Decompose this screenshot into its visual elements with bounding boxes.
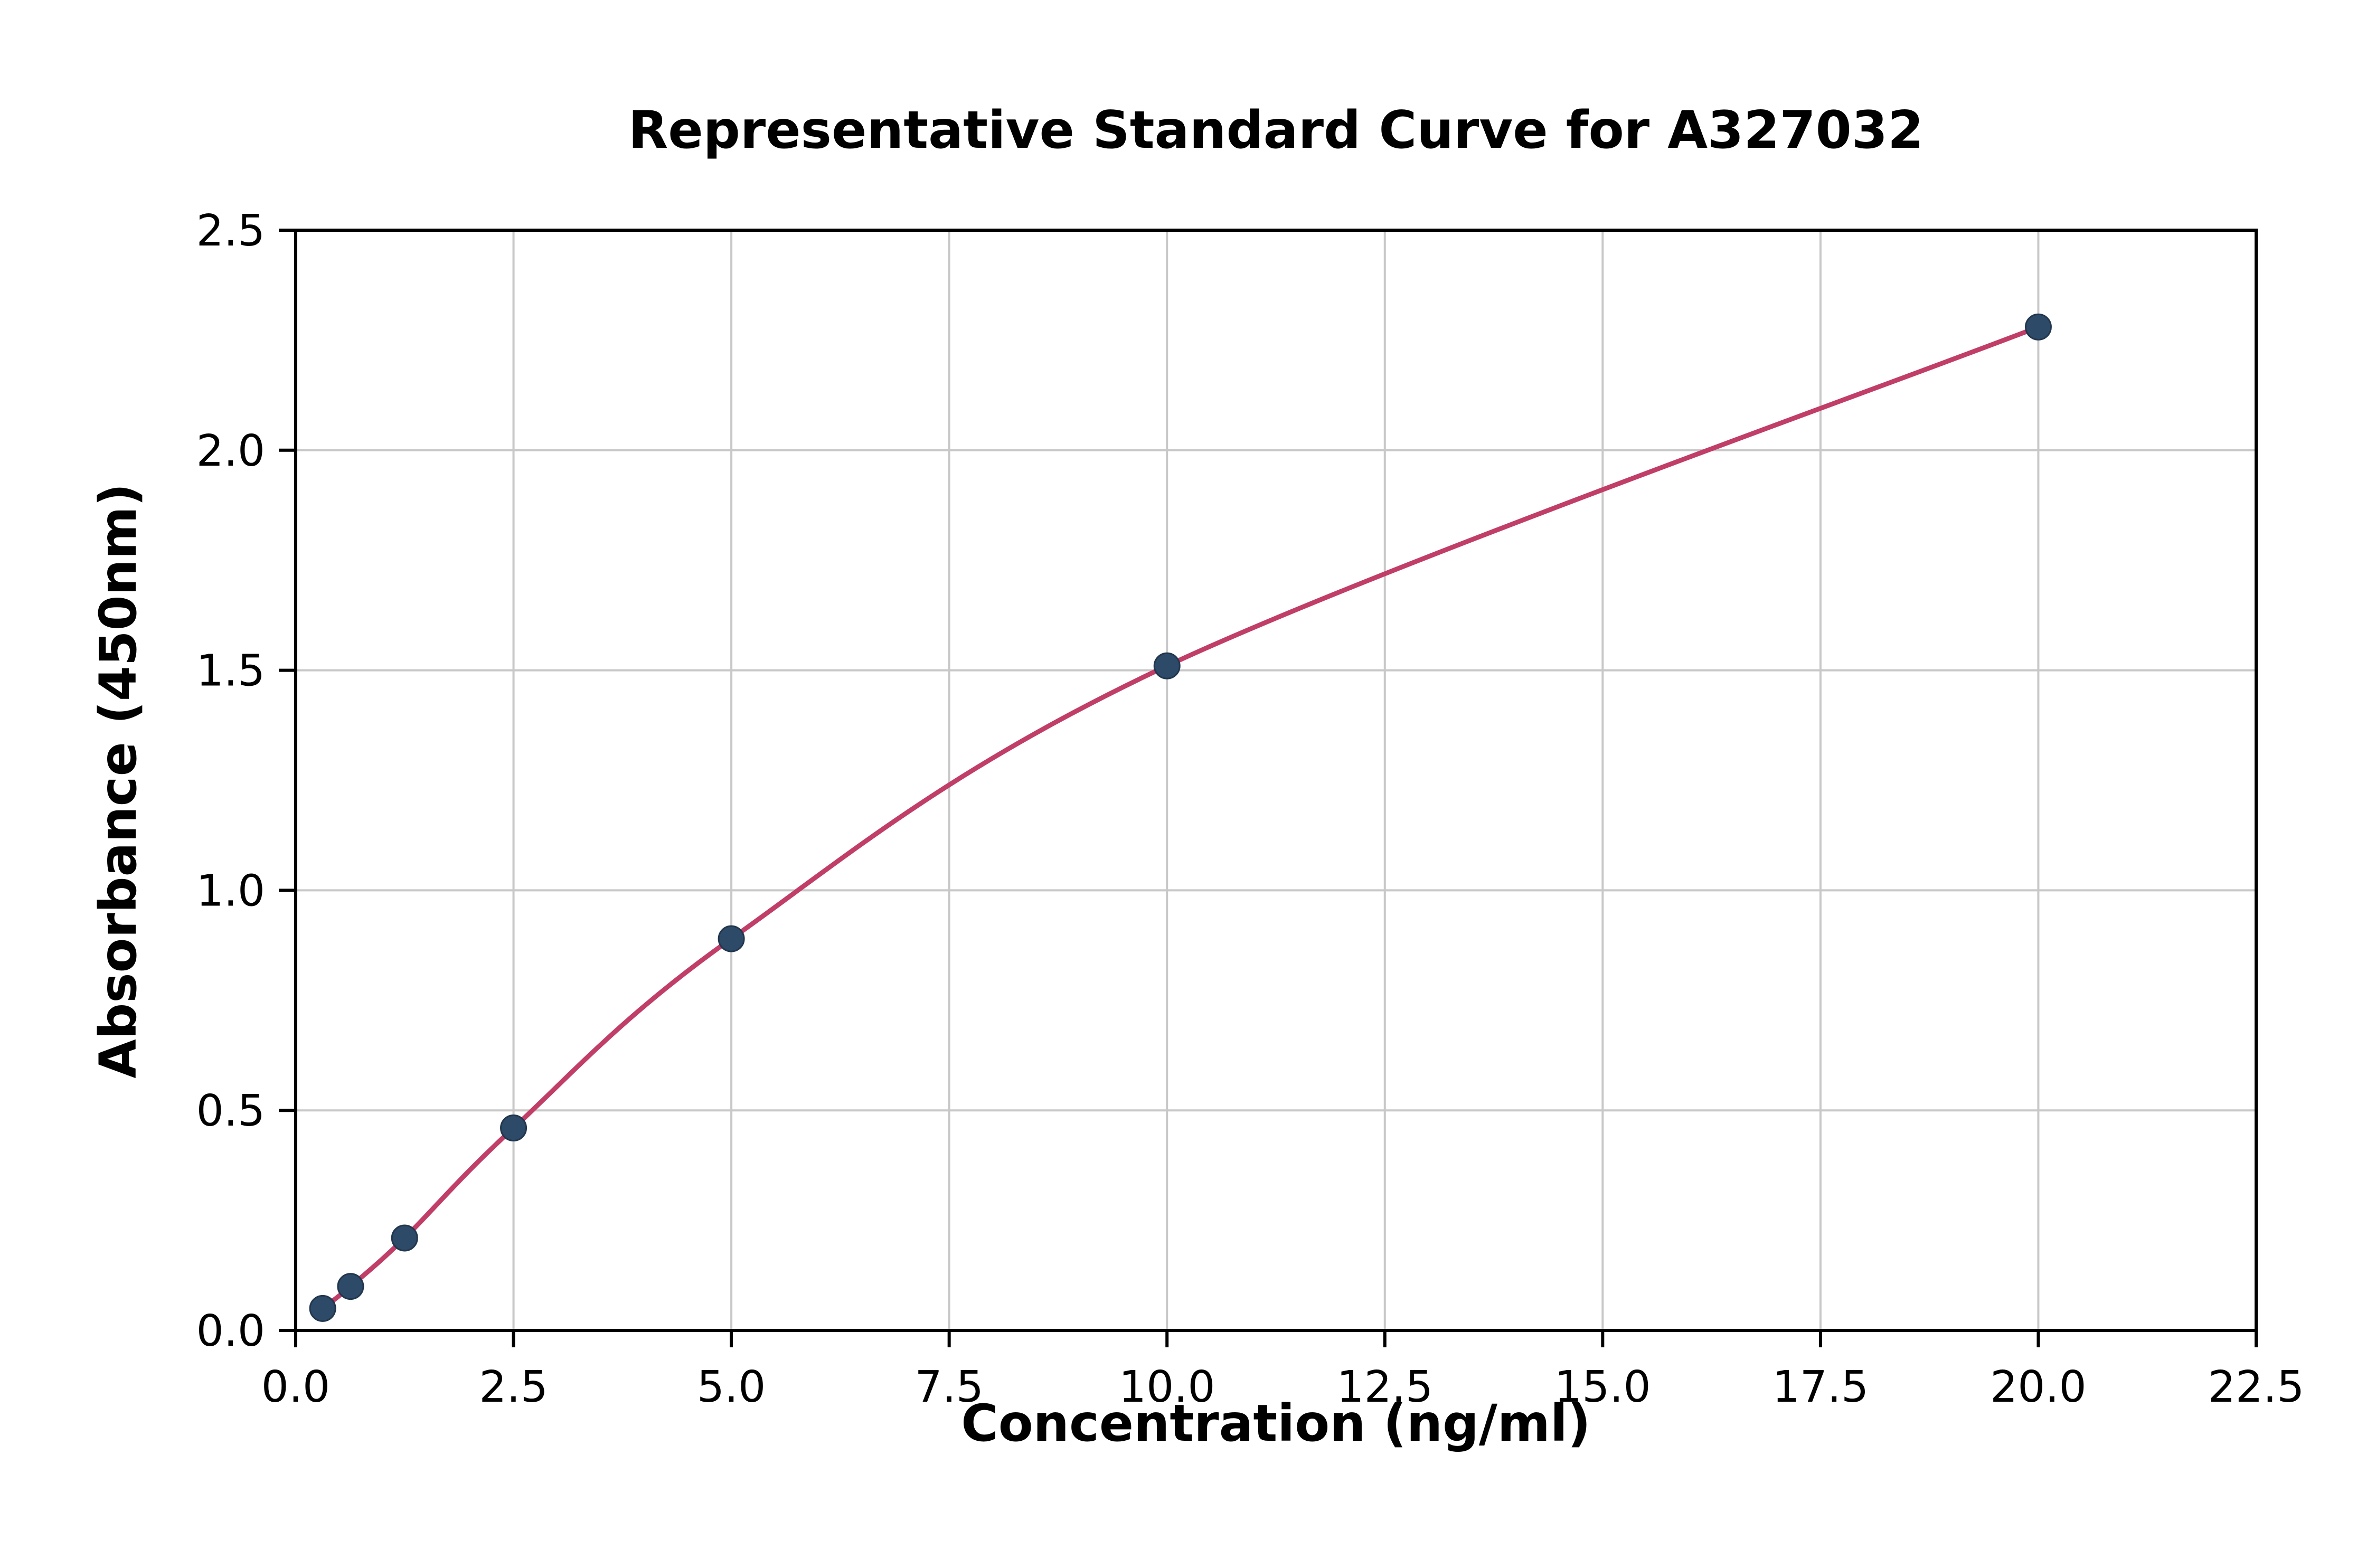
data-point <box>500 1114 527 1142</box>
y-tick-label: 2.5 <box>196 206 265 256</box>
x-tick-label: 7.5 <box>914 1362 983 1412</box>
chart-title: Representative Standard Curve for A32703… <box>628 100 1924 160</box>
x-tick-label: 10.0 <box>1119 1362 1215 1412</box>
data-point <box>1153 652 1181 679</box>
x-tick-label: 0.0 <box>261 1362 330 1412</box>
x-axis-label: Concentration (ng/ml) <box>961 1394 1591 1453</box>
x-tick-label: 20.0 <box>1990 1362 2087 1412</box>
x-tick-label: 2.5 <box>479 1362 548 1412</box>
y-tick-label: 0.5 <box>196 1086 265 1136</box>
data-point <box>309 1295 336 1322</box>
x-tick-label: 17.5 <box>1772 1362 1869 1412</box>
data-point <box>391 1224 418 1252</box>
x-tick-label: 5.0 <box>697 1362 766 1412</box>
data-point <box>337 1273 364 1300</box>
fit-curve <box>320 324 2041 1311</box>
x-tick-label: 22.5 <box>2208 1362 2305 1412</box>
y-tick-label: 1.0 <box>196 866 265 916</box>
plot-border <box>294 229 2258 1332</box>
y-tick-label: 2.0 <box>196 426 265 476</box>
y-tick-label: 0.0 <box>196 1306 265 1356</box>
data-point <box>718 925 745 952</box>
y-tick-label: 1.5 <box>196 646 265 696</box>
data-point <box>2024 313 2052 341</box>
y-axis-label: Absorbance (450nm) <box>89 483 148 1079</box>
x-tick-label: 12.5 <box>1336 1362 1433 1412</box>
x-tick-label: 15.0 <box>1554 1362 1651 1412</box>
